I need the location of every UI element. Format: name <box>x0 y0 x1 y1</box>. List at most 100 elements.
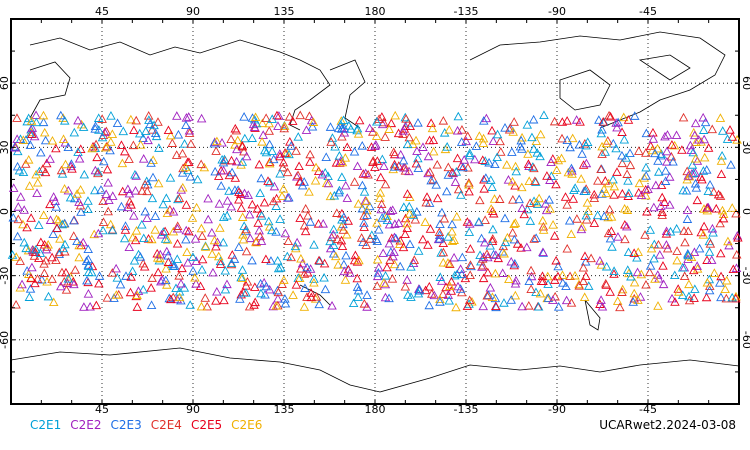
observation-marker <box>491 250 501 259</box>
observation-marker <box>103 206 113 216</box>
observation-marker <box>653 156 663 165</box>
observation-marker <box>124 242 135 252</box>
observation-marker <box>358 237 368 246</box>
observation-marker <box>226 201 236 211</box>
observation-marker <box>667 140 677 149</box>
observation-marker <box>97 132 108 142</box>
observation-marker <box>196 159 206 169</box>
observation-marker <box>510 218 521 227</box>
observation-marker <box>61 267 71 277</box>
observation-marker <box>423 240 433 249</box>
observation-marker <box>361 196 372 206</box>
observation-marker <box>334 185 345 195</box>
observation-marker <box>548 295 558 304</box>
bottom-lon-label: -45 <box>639 403 657 416</box>
observation-markers <box>7 110 743 312</box>
observation-marker <box>319 272 329 282</box>
observation-marker <box>636 190 647 200</box>
observation-marker <box>509 117 519 126</box>
observation-marker <box>353 199 364 208</box>
observation-marker <box>39 268 50 277</box>
observation-marker <box>565 271 575 281</box>
observation-marker <box>82 275 92 285</box>
observation-marker <box>340 275 351 284</box>
observation-marker <box>713 189 724 199</box>
observation-marker <box>78 237 88 247</box>
observation-marker <box>445 259 455 268</box>
observation-marker <box>611 118 621 127</box>
observation-marker <box>650 274 660 283</box>
observation-marker <box>67 164 77 173</box>
observation-marker <box>622 265 633 274</box>
observation-marker <box>30 278 40 288</box>
observation-marker <box>74 240 84 250</box>
observation-marker <box>529 163 539 173</box>
observation-marker <box>372 281 382 290</box>
observation-marker <box>597 124 607 134</box>
observation-marker <box>500 237 511 247</box>
observation-marker <box>237 273 248 282</box>
observation-marker <box>707 124 718 134</box>
observation-marker <box>257 118 268 128</box>
observation-marker <box>247 199 258 209</box>
observation-marker <box>305 264 316 273</box>
observation-marker <box>227 250 238 259</box>
observation-marker <box>138 284 149 294</box>
observation-marker <box>338 115 349 125</box>
observation-marker <box>197 231 207 240</box>
observation-marker <box>646 243 657 253</box>
observation-marker <box>107 225 118 235</box>
bottom-lon-label: 45 <box>95 403 109 416</box>
observation-marker <box>580 251 590 261</box>
observation-marker <box>517 132 527 142</box>
observation-marker <box>450 177 461 186</box>
observation-marker <box>548 220 558 229</box>
observation-marker <box>43 291 54 301</box>
observation-marker <box>41 158 52 168</box>
observation-marker <box>673 284 683 293</box>
observation-marker <box>45 215 56 224</box>
observation-marker <box>333 123 344 133</box>
observation-marker <box>40 135 51 145</box>
observation-marker <box>38 210 49 220</box>
observation-marker <box>126 200 136 209</box>
observation-marker <box>356 233 367 242</box>
observation-marker <box>699 221 709 231</box>
observation-marker <box>506 256 516 266</box>
observation-marker <box>395 149 406 159</box>
observation-marker <box>439 213 450 223</box>
observation-marker <box>671 223 682 233</box>
observation-marker <box>132 302 143 311</box>
observation-marker <box>34 220 44 229</box>
observation-marker <box>619 134 630 144</box>
observation-marker <box>375 188 386 197</box>
left-lat-label: 30 <box>0 140 11 154</box>
observation-marker <box>168 226 179 236</box>
observation-marker <box>499 248 509 258</box>
observation-marker <box>150 225 160 234</box>
observation-marker <box>689 247 700 256</box>
observation-marker <box>12 113 22 122</box>
observation-marker <box>174 193 185 203</box>
observation-marker <box>672 255 682 265</box>
observation-marker <box>339 212 349 221</box>
observation-marker <box>325 236 335 246</box>
observation-marker <box>211 296 221 305</box>
observation-marker <box>263 176 273 185</box>
observation-marker <box>291 280 302 289</box>
observation-marker <box>452 269 462 279</box>
observation-marker <box>401 114 411 123</box>
observation-marker <box>438 257 449 267</box>
observation-marker <box>633 247 644 256</box>
observation-marker <box>280 148 290 157</box>
observation-marker <box>256 288 266 298</box>
observation-marker <box>716 271 726 281</box>
observation-marker <box>640 230 650 239</box>
observation-marker <box>688 147 699 157</box>
observation-marker <box>701 165 712 174</box>
observation-marker <box>504 274 514 284</box>
observation-marker <box>641 148 651 157</box>
observation-marker <box>249 300 259 309</box>
observation-marker <box>339 123 349 132</box>
observation-marker <box>670 297 680 306</box>
